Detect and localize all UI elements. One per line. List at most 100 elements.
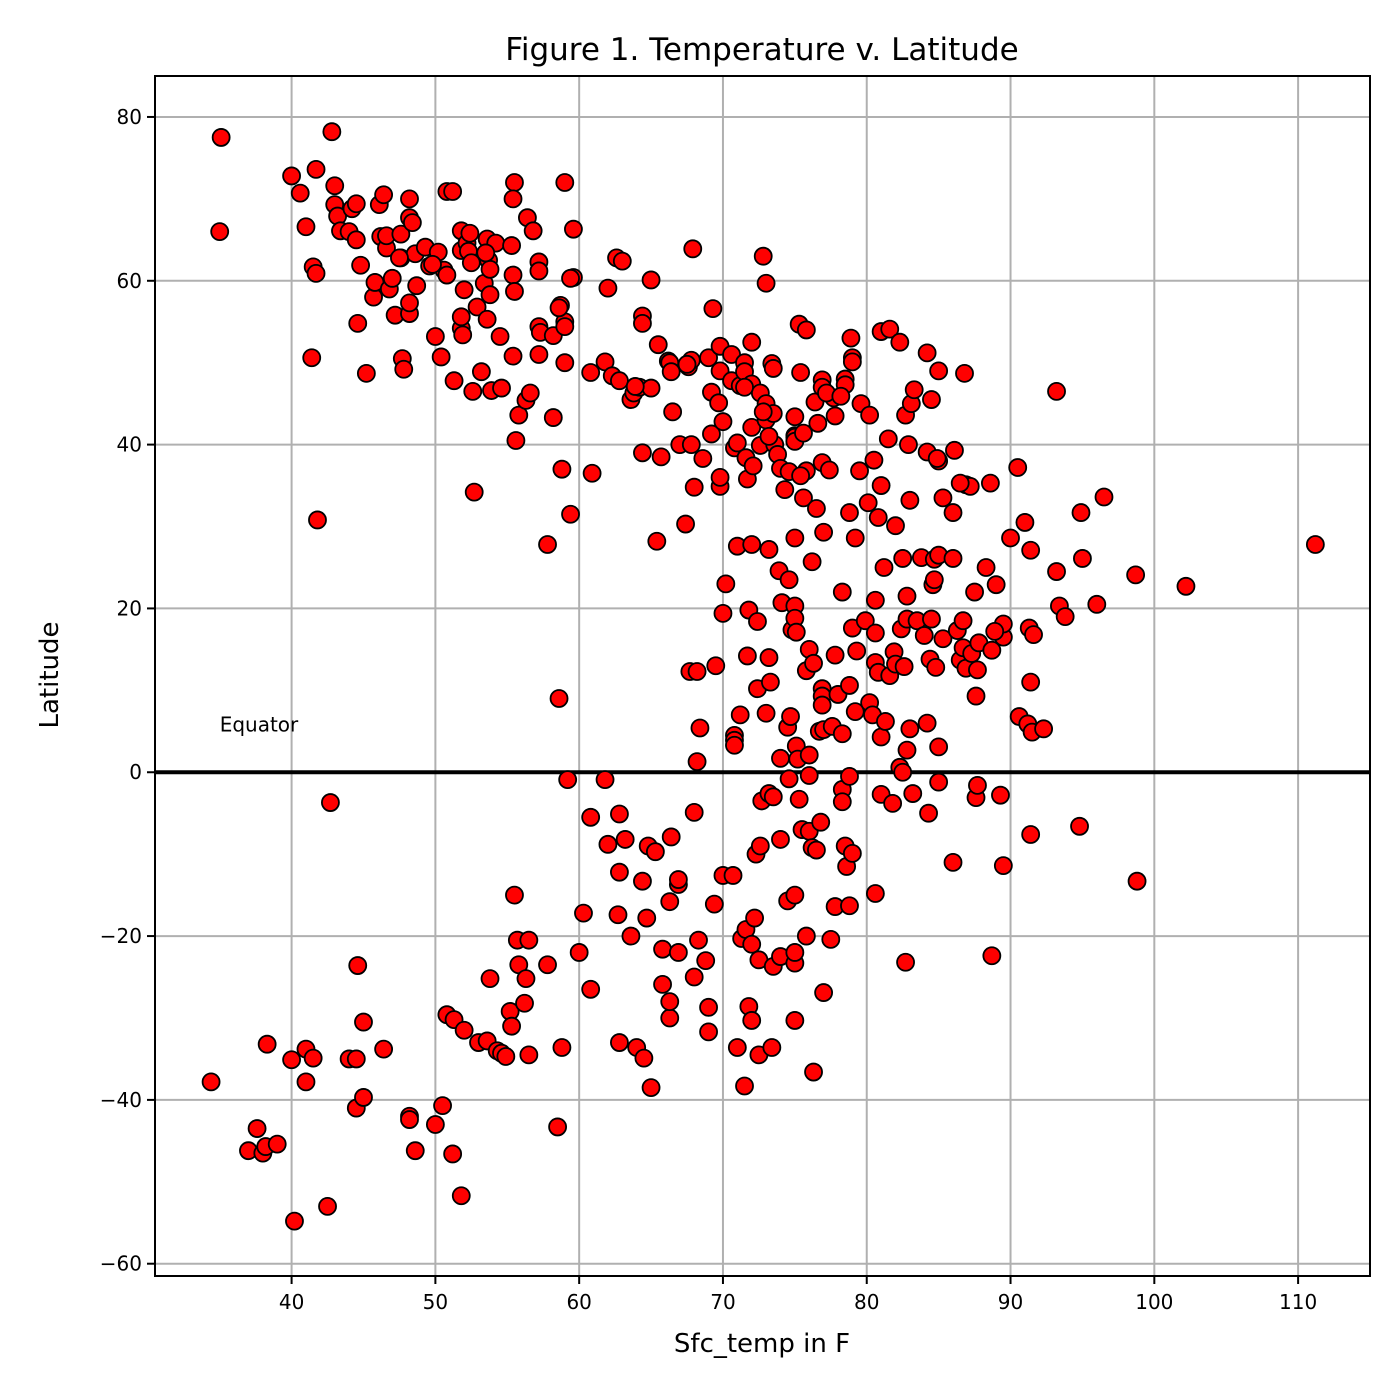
data-point [903,784,923,803]
data-point [926,657,946,677]
data-point [991,785,1010,805]
data-point [690,718,710,738]
data-point [742,535,762,554]
data-point [1305,535,1325,554]
data-point [354,1012,373,1032]
data-point [647,531,667,551]
y-axis-label: Latitude [35,621,65,728]
data-point [653,939,672,959]
data-point [894,657,914,676]
data-point [756,273,776,293]
data-point [886,516,905,536]
data-point [382,268,402,288]
data-point [742,417,762,437]
data-point [945,440,964,460]
data-point [699,997,718,1017]
data-point [451,1186,471,1206]
data-point [703,299,723,319]
data-point [762,1038,782,1057]
data-point [471,362,491,382]
data-point [615,830,635,849]
data-point [595,770,615,790]
data-point [791,363,811,382]
data-point [745,908,764,928]
data-point [742,332,762,352]
data-point [661,827,681,847]
data-point [549,298,569,318]
data-point [538,955,557,975]
data-point [1055,607,1075,627]
y-tick-label: 20 [117,596,142,620]
data-point [285,1211,304,1231]
data-point [543,408,563,427]
data-point [574,903,593,923]
data-point [519,1045,539,1065]
data-point [924,570,944,590]
data-point [890,332,910,352]
data-point [785,528,805,548]
data-point [878,429,898,449]
data-point [460,223,480,243]
data-point [555,353,575,373]
data-point [529,345,549,364]
data-point [812,695,832,715]
data-point [917,713,937,733]
data-point [791,466,811,486]
data-point [257,1034,277,1054]
data-point [785,407,805,427]
data-point [865,623,885,643]
data-point [555,317,575,337]
data-point [296,1072,316,1092]
data-point [871,727,891,747]
data-point [699,1022,718,1042]
data-point [610,1033,629,1052]
data-point [1024,625,1043,645]
data-point [663,402,683,422]
x-tick-label: 40 [279,1290,304,1314]
data-point [400,189,419,209]
data-point [814,522,834,542]
data-point [463,381,483,401]
data-point [933,629,953,649]
data-point [653,974,672,994]
data-point [502,1016,521,1036]
data-point [634,1048,654,1068]
data-point [807,499,826,518]
data-point [325,176,345,196]
data-point [661,362,681,382]
data-point [929,361,949,381]
data-point [306,264,326,283]
data-point [832,724,852,744]
data-point [904,380,924,400]
data-point [842,352,862,372]
data-point [986,575,1006,595]
data-point [683,239,703,259]
data-point [443,182,463,201]
data-point [1015,513,1035,532]
data-point [519,930,539,950]
data-point [660,1008,680,1028]
data-point [840,896,859,916]
data-point [982,640,1002,660]
x-tick-label: 80 [854,1290,879,1314]
data-point [808,413,828,433]
data-point [840,766,859,786]
data-point [681,435,701,455]
data-point [929,737,949,757]
data-point [676,514,695,534]
data-point [981,473,1000,493]
data-point [802,552,822,572]
data-point [610,804,629,824]
data-point [464,482,484,502]
data-point [267,1134,287,1154]
data-point [625,377,645,396]
data-point [684,477,704,497]
data-point [756,703,776,723]
data-point [581,807,601,827]
data-point [825,645,845,665]
data-point [900,490,920,510]
data-point [832,582,852,602]
data-point [832,792,852,812]
data-point [893,549,913,568]
